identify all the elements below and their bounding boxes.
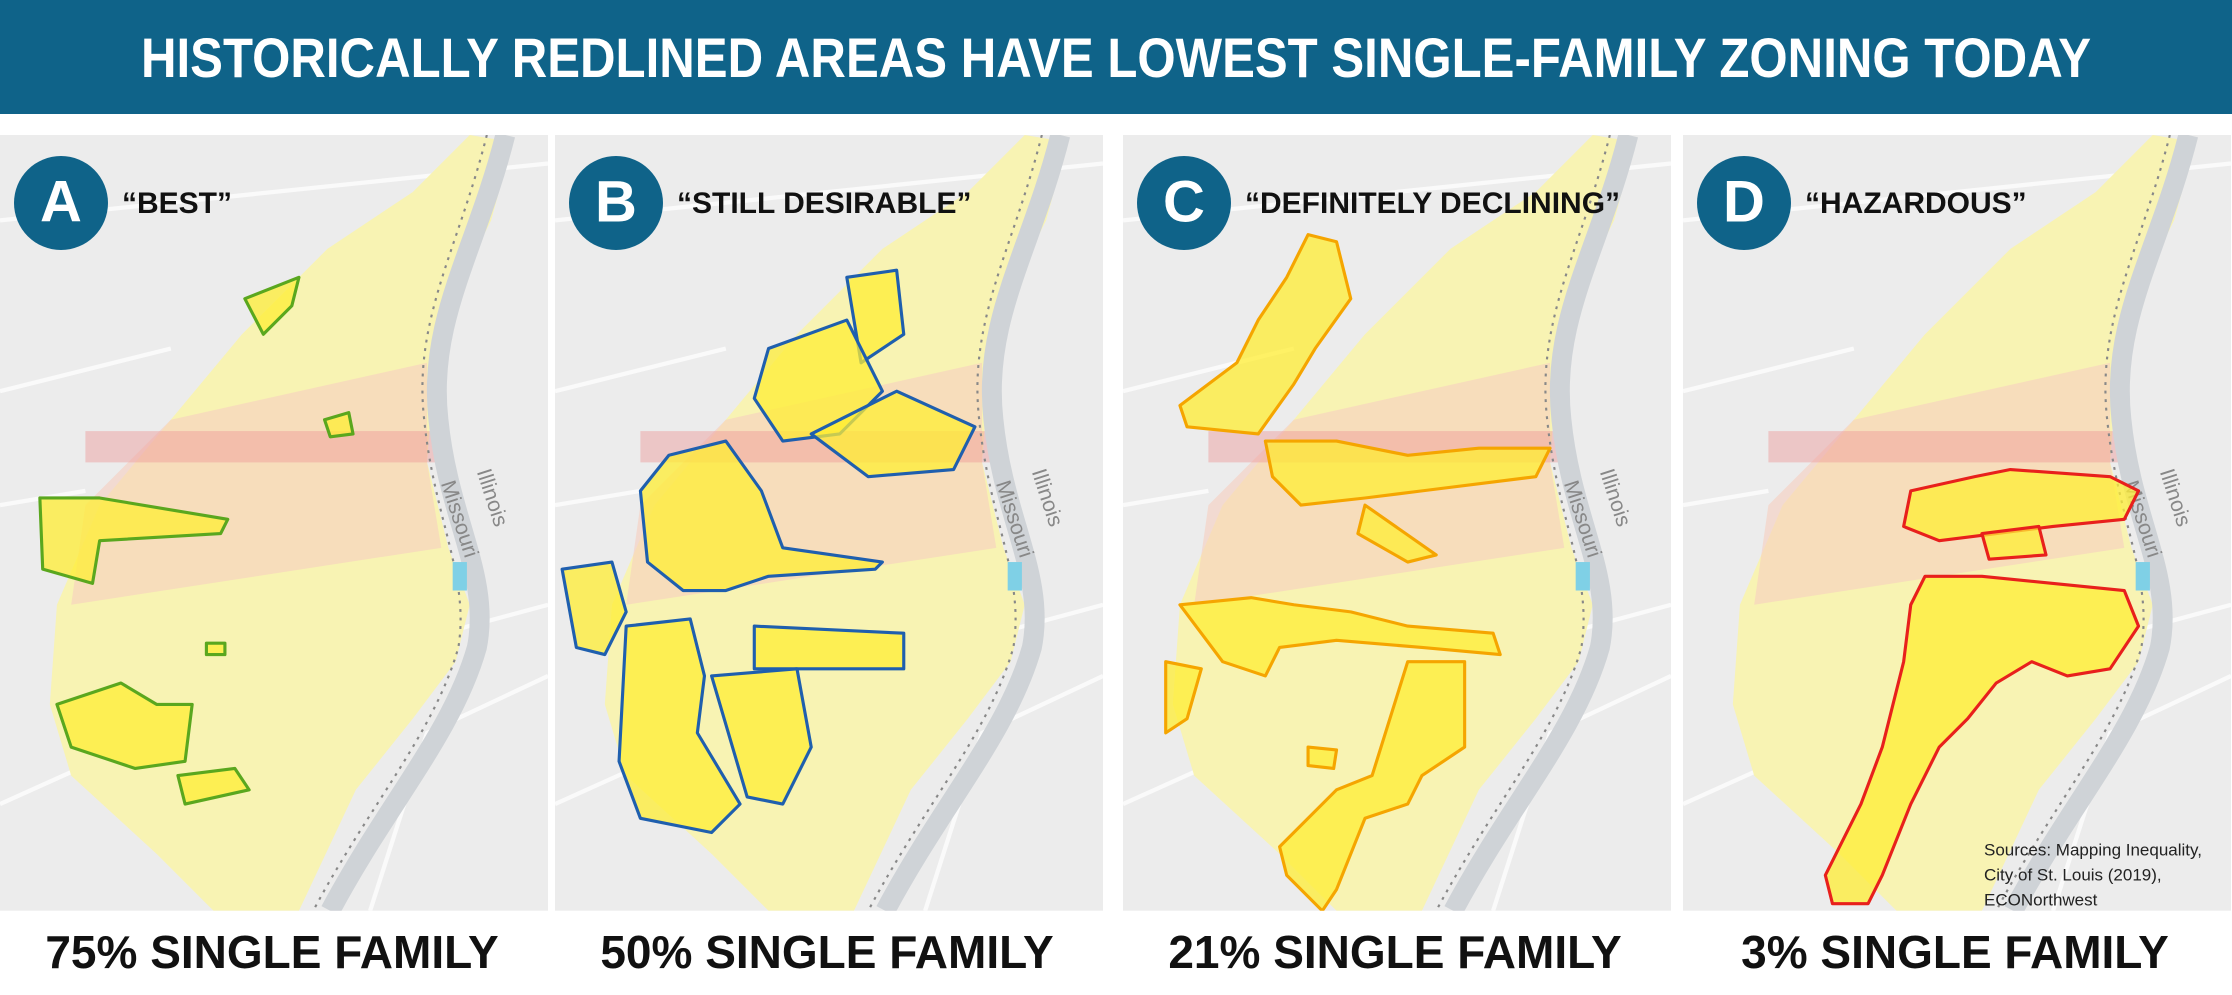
redline-area bbox=[204, 641, 227, 657]
road bbox=[1683, 488, 1769, 508]
grade-letter: D bbox=[1723, 169, 1765, 234]
grade-badge bbox=[569, 156, 663, 250]
grade-badge bbox=[1697, 156, 1791, 250]
redline-area bbox=[1263, 439, 1552, 507]
road bbox=[2051, 673, 2232, 911]
river bbox=[2004, 135, 2199, 911]
redline-area bbox=[1278, 660, 1467, 911]
grade-label: “BEST” bbox=[122, 187, 232, 220]
redline-area bbox=[176, 766, 251, 806]
grade-badge bbox=[1137, 156, 1231, 250]
road bbox=[1123, 488, 1209, 508]
redline-area bbox=[1902, 467, 2141, 543]
river-crossing bbox=[2135, 562, 2150, 591]
grade-letter: B bbox=[595, 169, 637, 234]
grade-label: “DEFINITELY DECLINING” bbox=[1245, 187, 1620, 220]
source-line: ECONorthwest bbox=[1984, 890, 2098, 909]
river bbox=[876, 135, 1071, 911]
levee bbox=[1435, 135, 1611, 911]
header-title: HISTORICALLY REDLINED AREAS HAVE LOWEST … bbox=[141, 26, 2091, 89]
levee bbox=[867, 135, 1043, 911]
redline-area bbox=[845, 268, 906, 365]
road bbox=[1491, 673, 1672, 911]
river-crossing bbox=[1575, 562, 1590, 591]
redline-area bbox=[809, 389, 977, 479]
redline-area bbox=[55, 681, 194, 771]
road bbox=[923, 673, 1104, 911]
grade-label: “HAZARDOUS” bbox=[1805, 187, 2027, 220]
redline-area bbox=[243, 275, 301, 336]
source-line: Sources: Mapping Inequality, bbox=[1984, 840, 2202, 859]
levee bbox=[312, 135, 488, 911]
redline-area bbox=[1164, 660, 1203, 735]
redline-area bbox=[1178, 596, 1502, 678]
caption: 50% SINGLE FAMILY bbox=[600, 926, 1053, 978]
river-crossing bbox=[1007, 562, 1022, 591]
road bbox=[555, 488, 641, 508]
zoning-band bbox=[85, 431, 449, 463]
redline-area bbox=[1823, 574, 2141, 906]
caption: 75% SINGLE FAMILY bbox=[45, 926, 498, 978]
redline-area bbox=[617, 617, 742, 835]
caption: 21% SINGLE FAMILY bbox=[1168, 926, 1621, 978]
zoning-band bbox=[1768, 431, 2132, 463]
road bbox=[1683, 346, 1855, 394]
grade-badge bbox=[14, 156, 108, 250]
caption: 3% SINGLE FAMILY bbox=[1741, 926, 2169, 978]
redline-area bbox=[1980, 524, 2048, 561]
grade-label: “STILL DESIRABLE” bbox=[677, 187, 971, 220]
river-crossing bbox=[452, 562, 467, 591]
redline-area bbox=[638, 439, 884, 593]
levee bbox=[1995, 135, 2171, 911]
river bbox=[321, 135, 516, 911]
redline-area bbox=[752, 624, 906, 671]
redline-area bbox=[560, 560, 628, 657]
redline-area bbox=[322, 411, 355, 439]
grade-letter: C bbox=[1163, 169, 1205, 234]
redline-area bbox=[710, 667, 813, 806]
road bbox=[0, 346, 172, 394]
road bbox=[555, 346, 727, 394]
header-bar bbox=[0, 0, 2232, 114]
redline-area bbox=[38, 496, 230, 585]
road bbox=[368, 673, 549, 911]
source-line: City of St. Louis (2019), bbox=[1984, 865, 2162, 884]
redline-area bbox=[1356, 503, 1438, 564]
redline-area bbox=[1178, 233, 1353, 436]
grade-letter: A bbox=[40, 169, 82, 234]
river bbox=[1444, 135, 1639, 911]
redline-area bbox=[1306, 745, 1339, 771]
